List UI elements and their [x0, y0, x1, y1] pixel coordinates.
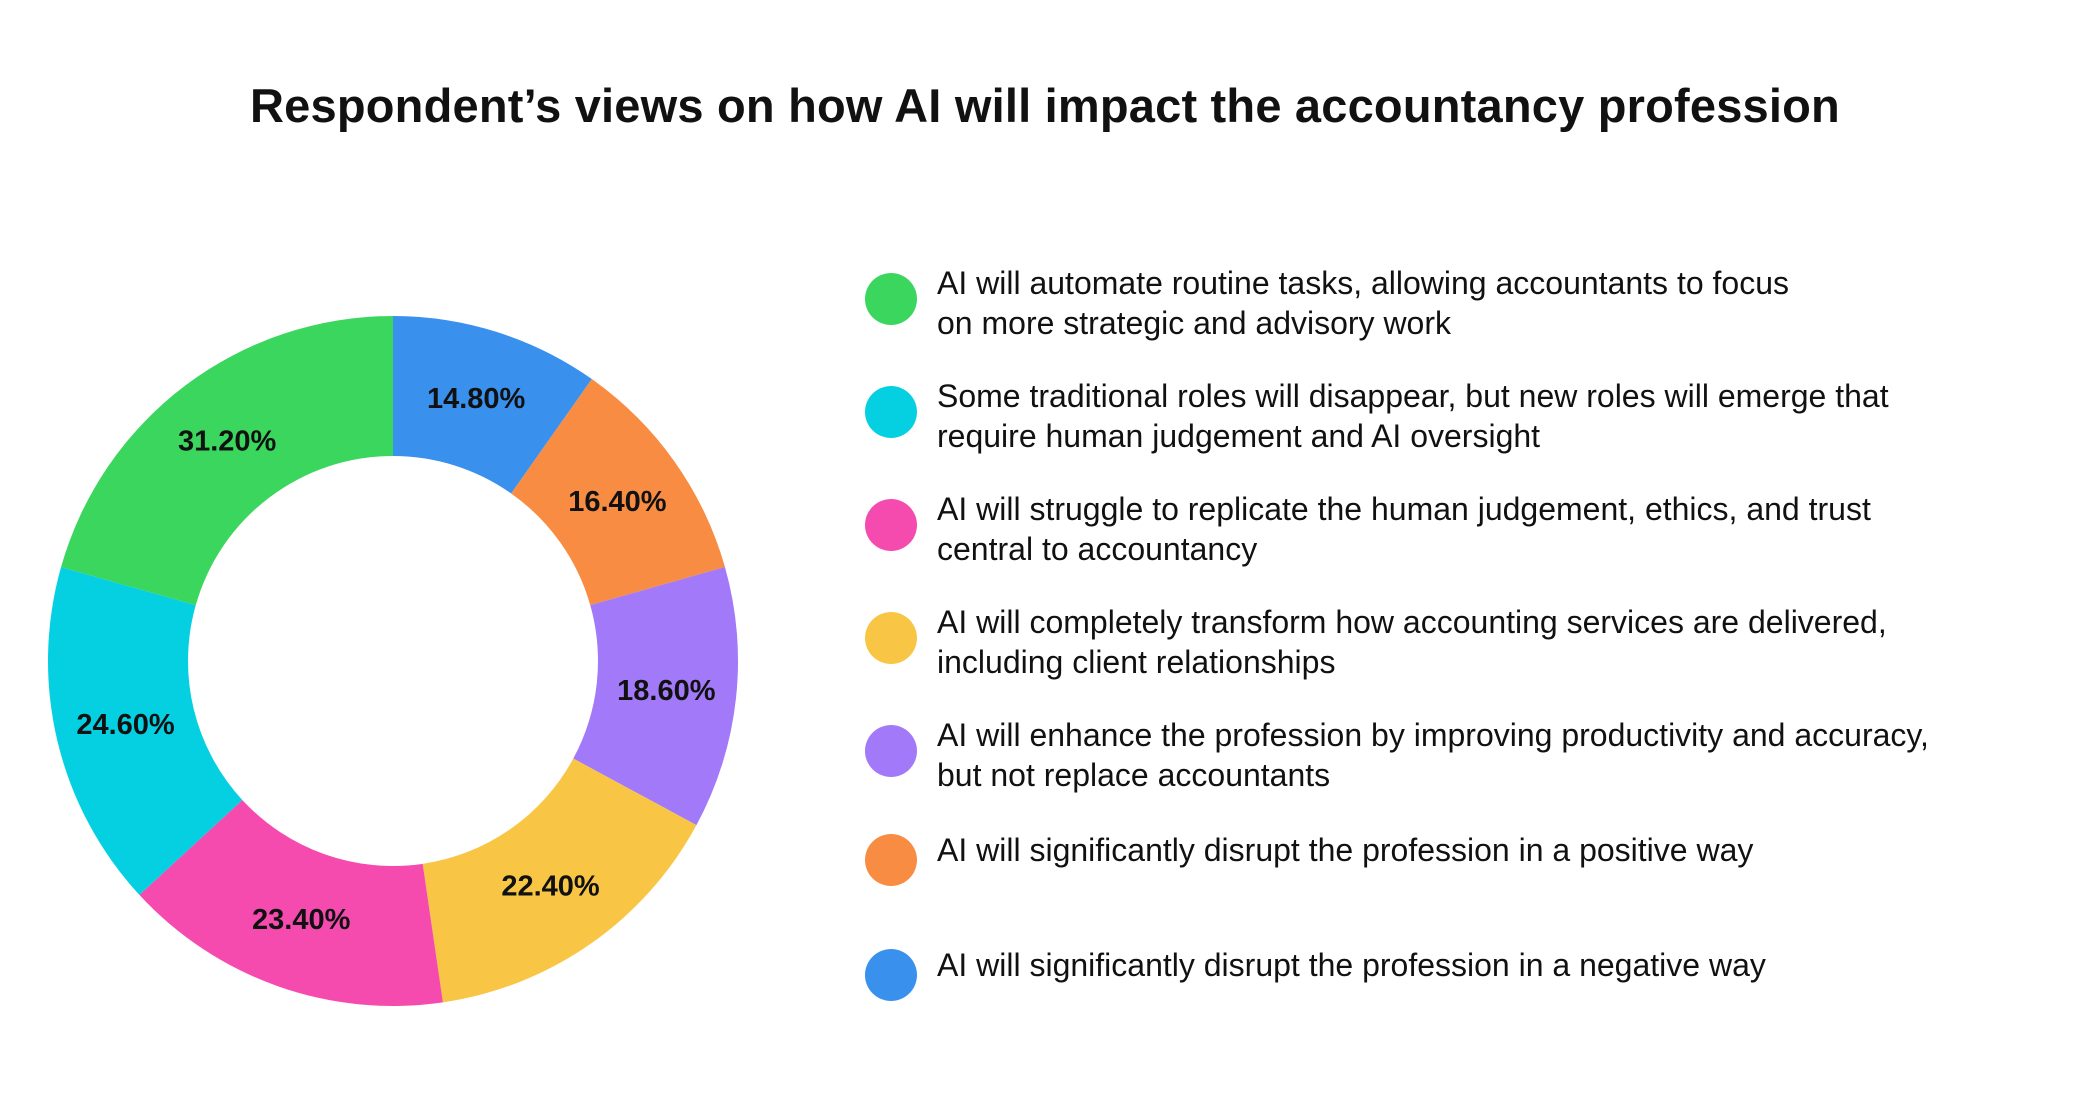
donut-slice-5 — [48, 566, 243, 895]
slice-data-label-4: 23.40% — [252, 904, 351, 936]
legend-label: AI will completely transform how account… — [937, 604, 1887, 680]
slice-data-label-1: 16.40% — [568, 486, 667, 518]
slice-data-label-5: 24.60% — [76, 709, 175, 741]
donut-slice-3 — [422, 758, 697, 1003]
legend-label: AI will automate routine tasks, allowing… — [937, 265, 1789, 341]
legend-marker-icon — [865, 612, 917, 664]
slice-data-label-3: 22.40% — [501, 870, 600, 902]
slice-data-label-2: 18.60% — [617, 675, 716, 707]
legend-label: AI will significantly disrupt the profes… — [937, 947, 1766, 983]
donut-slice-2 — [573, 566, 738, 826]
legend: AI will automate routine tasks, allowing… — [865, 0, 2065, 1102]
legend-marker-icon — [865, 273, 917, 325]
legend-marker-icon — [865, 725, 917, 777]
chart-title: Respondent’s views on how AI will impact… — [250, 79, 1840, 132]
donut-slice-0 — [393, 316, 592, 494]
slice-data-label-6: 31.20% — [178, 426, 277, 458]
legend-label: AI will significantly disrupt the profes… — [937, 832, 1754, 868]
legend-marker-icon — [865, 499, 917, 551]
legend-label: AI will enhance the profession by improv… — [937, 717, 1929, 793]
donut-slice-4 — [139, 799, 443, 1006]
legend-label: AI will struggle to replicate the human … — [937, 491, 1871, 567]
slice-data-label-0: 14.80% — [427, 383, 526, 415]
legend-marker-icon — [865, 386, 917, 438]
donut-slice-6 — [61, 316, 394, 606]
donut-slice-1 — [511, 379, 725, 606]
legend-marker-icon — [865, 949, 917, 1001]
legend-label: Some traditional roles will disappear, b… — [937, 378, 1889, 454]
legend-marker-icon — [865, 834, 917, 886]
